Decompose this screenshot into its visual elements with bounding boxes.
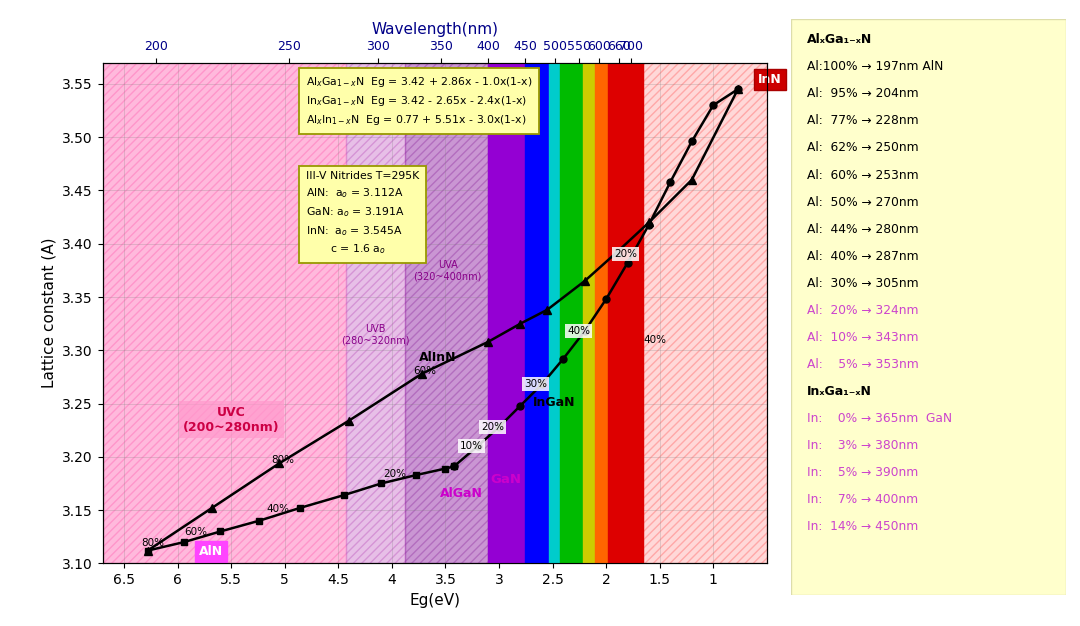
Text: Al:  30% → 305nm: Al: 30% → 305nm: [807, 277, 919, 290]
Text: Al:  62% → 250nm: Al: 62% → 250nm: [807, 141, 919, 155]
Text: Al:  40% → 287nm: Al: 40% → 287nm: [807, 250, 919, 263]
Text: III-V Nitrides T=295K
AlN:  a$_o$ = 3.112A
GaN: a$_o$ = 3.191A
InN:  a$_o$ = 3.5: III-V Nitrides T=295K AlN: a$_o$ = 3.112…: [306, 172, 419, 257]
Text: InGaN: InGaN: [534, 396, 576, 409]
Text: 80%: 80%: [271, 455, 294, 465]
Text: AlₓGa₁₋ₓN: AlₓGa₁₋ₓN: [807, 33, 873, 46]
Text: Al:  20% → 324nm: Al: 20% → 324nm: [807, 304, 919, 317]
Bar: [525, 63, 550, 563]
Bar: [103, 63, 346, 563]
Text: AlN: AlN: [199, 545, 224, 558]
Text: GaN: GaN: [490, 473, 522, 486]
Bar: [103, 63, 346, 563]
Text: Al:  60% → 253nm: Al: 60% → 253nm: [807, 168, 919, 182]
Bar: [559, 63, 583, 563]
Text: 10%: 10%: [460, 441, 483, 451]
X-axis label: Wavelength(nm): Wavelength(nm): [372, 23, 498, 38]
Text: AlInN: AlInN: [419, 351, 456, 364]
Bar: [405, 63, 488, 563]
Bar: [346, 63, 405, 563]
Text: Al$_x$Ga$_{1-x}$N  Eg = 3.42 + 2.86x - 1.0x(1-x)
In$_x$Ga$_{1-x}$N  Eg = 3.42 - : Al$_x$Ga$_{1-x}$N Eg = 3.42 + 2.86x - 1.…: [306, 75, 532, 127]
Bar: [644, 63, 767, 563]
Text: 40%: 40%: [266, 504, 289, 514]
Text: Al:100% → 197nm AlN: Al:100% → 197nm AlN: [807, 60, 944, 73]
Text: InₓGa₁₋ₓN: InₓGa₁₋ₓN: [807, 385, 872, 398]
Bar: [405, 63, 488, 563]
Text: 20%: 20%: [382, 469, 406, 479]
X-axis label: Eg(eV): Eg(eV): [409, 593, 460, 608]
Text: UVC
(200~280nm): UVC (200~280nm): [183, 406, 280, 434]
Text: UVB
(280~320nm): UVB (280~320nm): [341, 324, 410, 345]
Bar: [583, 63, 595, 563]
Text: Al:  77% → 228nm: Al: 77% → 228nm: [807, 115, 919, 127]
Text: In:  14% → 450nm: In: 14% → 450nm: [807, 520, 918, 533]
Text: InN: InN: [758, 73, 782, 86]
Text: Al:  50% → 270nm: Al: 50% → 270nm: [807, 195, 919, 208]
Text: 40%: 40%: [567, 326, 590, 336]
Y-axis label: Lattice constant (A): Lattice constant (A): [41, 238, 56, 388]
Text: 60%: 60%: [414, 366, 436, 376]
Text: Al:  10% → 343nm: Al: 10% → 343nm: [807, 331, 919, 344]
Bar: [644, 63, 767, 563]
Bar: [550, 63, 559, 563]
Bar: [488, 63, 525, 563]
Bar: [608, 63, 644, 563]
Bar: [595, 63, 608, 563]
Text: In:    5% → 390nm: In: 5% → 390nm: [807, 466, 918, 480]
Text: 20%: 20%: [613, 249, 637, 259]
Text: Al:  44% → 280nm: Al: 44% → 280nm: [807, 223, 919, 235]
Text: 20%: 20%: [482, 422, 504, 432]
Text: In:    3% → 380nm: In: 3% → 380nm: [807, 439, 918, 452]
Text: In:    7% → 400nm: In: 7% → 400nm: [807, 493, 918, 506]
Text: UVA
(320~400nm): UVA (320~400nm): [414, 260, 482, 281]
Text: In:    0% → 365nm  GaN: In: 0% → 365nm GaN: [807, 412, 953, 425]
Text: 60%: 60%: [185, 528, 207, 538]
Text: 40%: 40%: [644, 335, 666, 345]
Text: 80%: 80%: [141, 538, 165, 548]
Bar: [346, 63, 405, 563]
Text: Al:  95% → 204nm: Al: 95% → 204nm: [807, 87, 919, 100]
Text: AlGaN: AlGaN: [440, 487, 483, 500]
Text: Al:    5% → 353nm: Al: 5% → 353nm: [807, 358, 919, 371]
FancyBboxPatch shape: [791, 19, 1066, 595]
Text: 30%: 30%: [524, 379, 548, 389]
